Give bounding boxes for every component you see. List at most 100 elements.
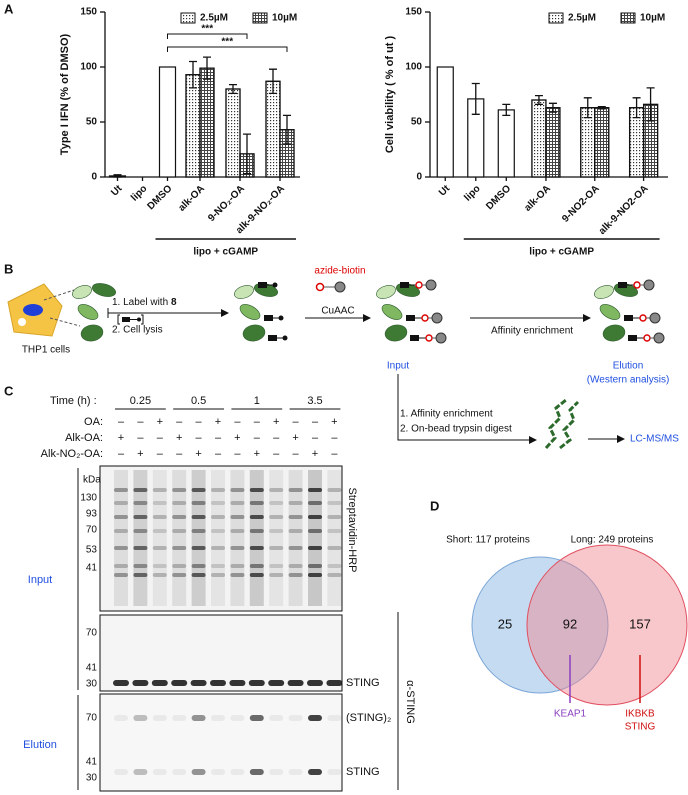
kda-marker: 41: [86, 663, 98, 674]
bar-texture: [185, 74, 201, 178]
treatment-mark: +: [195, 448, 201, 460]
treatment-mark: +: [118, 432, 124, 444]
kda-marker: 130: [80, 493, 97, 504]
band: [307, 680, 323, 686]
band: [230, 769, 245, 775]
error-bar: [534, 94, 543, 106]
legend-label: 10µM: [272, 13, 297, 24]
x-tick-label: alk-OA: [522, 183, 553, 214]
band: [249, 529, 264, 533]
band: [308, 515, 322, 519]
ms-text: LC-MS/MS: [630, 434, 679, 445]
row-label: Alk-NO₂-OA:: [41, 448, 103, 460]
band: [288, 501, 303, 505]
x-tick-label: DMSO: [145, 183, 174, 212]
biotin-icon: [425, 279, 437, 291]
treatment-mark: –: [137, 432, 144, 444]
band: [210, 680, 226, 686]
elution-text: Elution: [613, 361, 644, 372]
band: [230, 715, 245, 721]
band: [249, 564, 264, 568]
reagent-text: azide-biotin: [314, 266, 365, 277]
x-tick-label: lipo: [129, 183, 149, 203]
treatment-mark: –: [196, 432, 203, 444]
legend-label: 10µM: [640, 13, 665, 24]
band: [211, 488, 225, 492]
lane-smear: [133, 470, 148, 606]
band: [114, 715, 128, 721]
input-text: Input: [387, 361, 409, 372]
arrow: [397, 374, 537, 444]
bar-texture: [594, 107, 610, 178]
cells-text: THP1 cells: [22, 345, 70, 356]
protein-icon: [602, 324, 626, 342]
x-tick-label: alk-OA: [176, 183, 207, 214]
y-axis-label: Type I IFN (% of DMSO): [59, 33, 71, 155]
band: [249, 501, 264, 505]
treatment-mark: +: [157, 416, 163, 428]
band: [288, 769, 303, 775]
kda-marker: 41: [86, 757, 98, 768]
band: [191, 488, 206, 492]
band: [172, 769, 187, 775]
band: [288, 715, 303, 721]
band: [269, 546, 284, 550]
band: [152, 488, 167, 492]
band: [114, 546, 128, 550]
band: [211, 529, 225, 533]
lane-smear: [249, 470, 264, 606]
significance-label: ***: [201, 24, 213, 35]
y-tick-label: 100: [80, 62, 97, 73]
band: [152, 564, 167, 568]
step-text: 1. Affinity enrichment: [400, 409, 493, 420]
step-text: 2. Cell lysis: [112, 325, 163, 336]
band: [249, 488, 264, 492]
blot-frame: [99, 614, 343, 692]
legend-label: 2.5µM: [568, 13, 596, 24]
band: [211, 515, 225, 519]
probe-icon: [282, 335, 288, 341]
band: [191, 769, 206, 775]
set-count: 92: [563, 616, 577, 631]
protein-icon: [234, 285, 254, 299]
band: [288, 515, 303, 519]
lane-smear: [288, 470, 303, 606]
panel-label: B: [4, 261, 13, 276]
x-tick-label: 9-NO2-OA: [560, 183, 602, 225]
band: [191, 501, 206, 505]
band: [308, 769, 322, 775]
band: [172, 573, 187, 577]
band: [172, 564, 187, 568]
venn-circle: [471, 556, 609, 694]
band: [133, 573, 148, 577]
band-label: (STING)₂: [346, 712, 391, 724]
bar: [436, 66, 454, 178]
protein-icon: [242, 324, 266, 342]
treatment-mark: +: [273, 416, 279, 428]
band: [152, 715, 167, 721]
band: [249, 573, 264, 577]
legend-swatch-texture: [180, 12, 196, 24]
blot-frame: [99, 693, 343, 792]
band: [249, 546, 264, 550]
band: [308, 564, 322, 568]
band: [230, 546, 245, 550]
band: [172, 529, 187, 533]
lane-smear: [191, 470, 206, 606]
step-text: 1. Label with: [112, 297, 168, 308]
kda-marker: 70: [86, 713, 98, 724]
band: [288, 573, 303, 577]
band: [133, 515, 148, 519]
y-tick-label: 50: [411, 117, 423, 128]
y-tick-label: 100: [405, 62, 422, 73]
kda-marker: 70: [86, 628, 98, 639]
set-count: 25: [498, 616, 512, 631]
lane-smear: [230, 470, 245, 606]
error-bar: [229, 83, 237, 95]
band: [229, 680, 246, 686]
band: [191, 573, 206, 577]
band: [172, 515, 187, 519]
triazole-icon: [415, 281, 423, 289]
band: [114, 769, 128, 775]
band: [114, 573, 128, 577]
